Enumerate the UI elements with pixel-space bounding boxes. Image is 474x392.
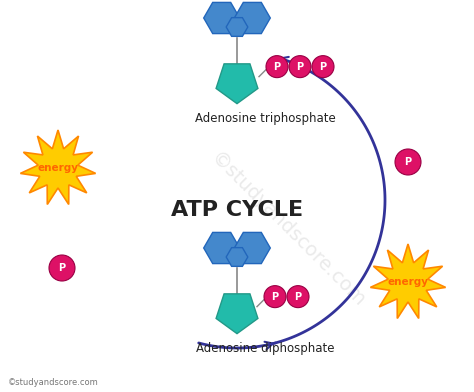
Text: energy: energy	[37, 163, 79, 173]
Circle shape	[312, 56, 334, 78]
Polygon shape	[216, 294, 258, 334]
Text: Adenosine diphosphate: Adenosine diphosphate	[196, 342, 334, 355]
Polygon shape	[216, 64, 258, 103]
Polygon shape	[226, 248, 248, 266]
Text: P: P	[58, 263, 65, 273]
Text: P: P	[294, 292, 301, 301]
Text: P: P	[272, 292, 279, 301]
Text: P: P	[273, 62, 281, 72]
Polygon shape	[234, 2, 270, 34]
Polygon shape	[226, 18, 248, 36]
Text: P: P	[319, 62, 327, 72]
Text: ©studyandscore.com: ©studyandscore.com	[206, 149, 368, 311]
Text: energy: energy	[388, 277, 428, 287]
Polygon shape	[20, 130, 96, 205]
Polygon shape	[234, 232, 270, 263]
Circle shape	[395, 149, 421, 175]
Circle shape	[264, 286, 286, 308]
Circle shape	[289, 56, 311, 78]
Polygon shape	[370, 244, 446, 318]
Text: P: P	[404, 157, 411, 167]
Polygon shape	[204, 2, 240, 34]
Text: Adenosine triphosphate: Adenosine triphosphate	[195, 112, 336, 125]
Circle shape	[49, 255, 75, 281]
Text: P: P	[296, 62, 303, 72]
Text: ©studyandscore.com: ©studyandscore.com	[8, 378, 99, 387]
Polygon shape	[204, 232, 240, 263]
Circle shape	[287, 286, 309, 308]
Text: ATP CYCLE: ATP CYCLE	[171, 200, 303, 220]
Circle shape	[266, 56, 288, 78]
